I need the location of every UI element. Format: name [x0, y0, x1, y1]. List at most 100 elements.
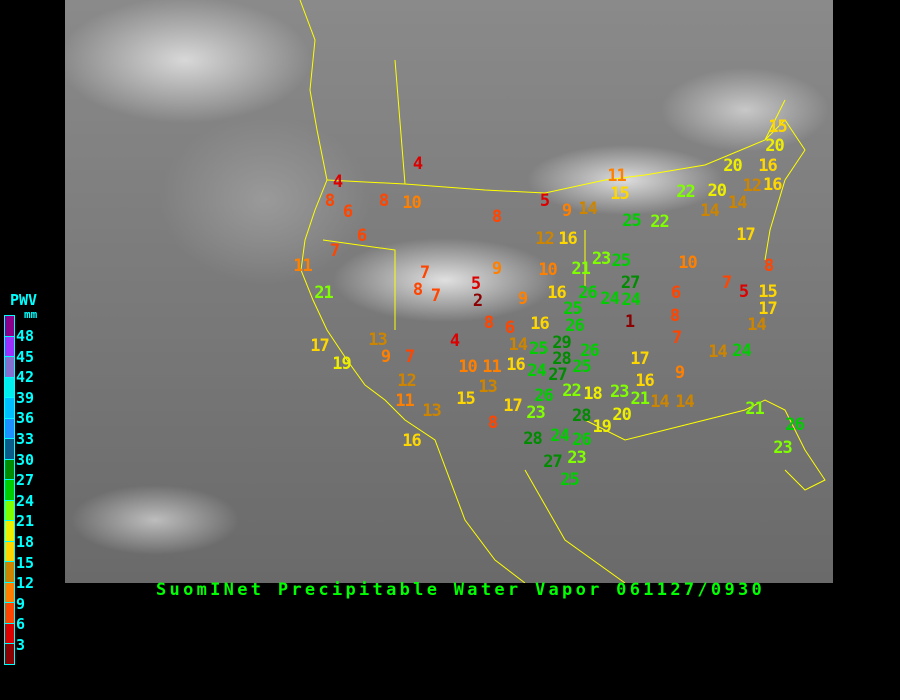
station-pwv-value: 17	[630, 349, 650, 369]
station-pwv-value: 24	[527, 361, 547, 381]
station-pwv-value: 8	[378, 191, 389, 211]
station-pwv-value: 27	[620, 273, 641, 293]
station-pwv-value: 17	[310, 336, 330, 356]
station-pwv-value: 12	[535, 229, 555, 249]
legend-label: 27	[16, 471, 35, 490]
station-pwv-value: 21	[630, 389, 651, 409]
station-pwv-value: 24	[600, 289, 620, 309]
station-pwv-value: 7	[671, 328, 682, 348]
legend-unit: mm	[24, 308, 38, 321]
legend-label: 45	[16, 347, 35, 366]
legend-swatch	[5, 459, 14, 480]
station-pwv-value: 17	[758, 298, 778, 319]
station-pwv-value: 28	[552, 348, 572, 369]
legend-swatch	[5, 439, 14, 460]
station-pwv-value: 14	[675, 392, 695, 412]
legend-label: 33	[16, 430, 35, 448]
station-pwv-value: 8	[763, 256, 774, 276]
legend-label: 39	[16, 388, 35, 407]
station-pwv-value: 7	[419, 263, 430, 283]
station-pwv-value: 15	[758, 281, 778, 302]
station-pwv-value: 8	[412, 280, 423, 300]
station-pwv-value: 2	[472, 291, 483, 311]
station-pwv-value: 4	[449, 331, 460, 351]
legend-swatch	[5, 541, 14, 562]
station-pwv-value: 15	[610, 184, 630, 204]
station-pwv-value: 21	[745, 399, 765, 419]
satellite-map	[65, 0, 833, 583]
station-pwv-value: 24	[621, 290, 642, 310]
station-pwv-value: 12	[742, 175, 763, 196]
station-pwv-value: 25	[611, 251, 632, 271]
station-pwv-value: 9	[380, 346, 391, 367]
legend-swatch	[5, 316, 14, 337]
legend-label: 3	[16, 636, 26, 654]
station-pwv-value: 17	[503, 396, 523, 416]
station-pwv-value: 16	[402, 431, 422, 451]
station-pwv-value: 21	[571, 259, 591, 279]
legend-label: 6	[16, 615, 26, 634]
legend-swatch	[5, 480, 14, 501]
station-pwv-value: 5	[539, 191, 550, 211]
station-pwv-value: 14	[700, 201, 720, 221]
station-pwv-value: 7	[404, 347, 415, 367]
station-pwv-value: 26	[534, 385, 554, 406]
legend-swatch	[5, 582, 14, 603]
station-pwv-value: 27	[548, 365, 568, 386]
station-pwv-value: 13	[368, 329, 388, 350]
station-pwv-value: 14	[650, 392, 670, 412]
station-pwv-value: 27	[543, 452, 563, 472]
legend-swatch	[5, 418, 14, 439]
station-pwv-value: 14	[578, 199, 598, 219]
station-pwv-value: 16	[758, 156, 778, 176]
station-pwv-value: 20	[723, 156, 743, 176]
station-pwv-value: 16	[547, 283, 567, 304]
legend-swatch	[5, 398, 14, 419]
station-pwv-value: 20	[707, 181, 728, 201]
legend-swatch	[5, 377, 14, 398]
map-title: SuomINet Precipitable Water Vapor 061127…	[156, 580, 766, 600]
legend-swatch	[5, 603, 14, 624]
station-pwv-value: 4	[412, 154, 423, 174]
station-pwv-value: 4	[332, 172, 343, 192]
station-pwv-value: 19	[332, 354, 352, 374]
station-pwv-value: 8	[491, 207, 502, 227]
station-pwv-value: 20	[765, 136, 785, 156]
legend-swatch	[5, 336, 14, 357]
station-pwv-value: 19	[592, 417, 612, 437]
station-pwv-value: 11	[293, 256, 313, 276]
legend-label: 42	[16, 368, 35, 387]
station-pwv-value: 15	[456, 389, 476, 409]
station-pwv-value: 25	[560, 470, 580, 490]
station-pwv-value: 13	[422, 401, 442, 421]
station-pwv-value: 7	[329, 241, 340, 261]
legend-swatch	[5, 500, 14, 521]
station-pwv-value: 9	[517, 289, 528, 309]
station-pwv-value: 22	[676, 182, 696, 202]
legend-swatch	[5, 357, 14, 378]
station-pwv-value: 12	[397, 371, 417, 391]
legend-label: 15	[16, 553, 35, 572]
legend-label: 24	[16, 491, 35, 510]
station-pwv-value: 22	[562, 381, 582, 402]
legend-label: 36	[16, 409, 35, 428]
legend-swatch	[5, 623, 14, 644]
station-pwv-value: 24	[550, 426, 570, 446]
station-pwv-value: 10	[458, 357, 478, 377]
station-pwv-value: 23	[591, 249, 612, 269]
station-pwv-value: 9	[491, 259, 502, 279]
legend-swatch	[5, 562, 14, 583]
station-pwv-value: 8	[669, 306, 680, 326]
station-pwv-value: 22	[650, 212, 670, 232]
station-pwv-value: 26	[580, 341, 600, 361]
legend-title: PWV	[10, 291, 38, 309]
legend-label: 30	[16, 450, 35, 469]
station-pwv-value: 26	[578, 283, 598, 304]
station-pwv-value: 10	[402, 193, 422, 213]
station-pwv-value: 29	[552, 332, 572, 353]
legend-swatch	[5, 644, 14, 664]
legend-label: 18	[16, 533, 35, 551]
station-pwv-value: 11	[395, 391, 415, 411]
station-pwv-value: 25	[572, 357, 592, 377]
legend-label: 12	[16, 574, 35, 593]
